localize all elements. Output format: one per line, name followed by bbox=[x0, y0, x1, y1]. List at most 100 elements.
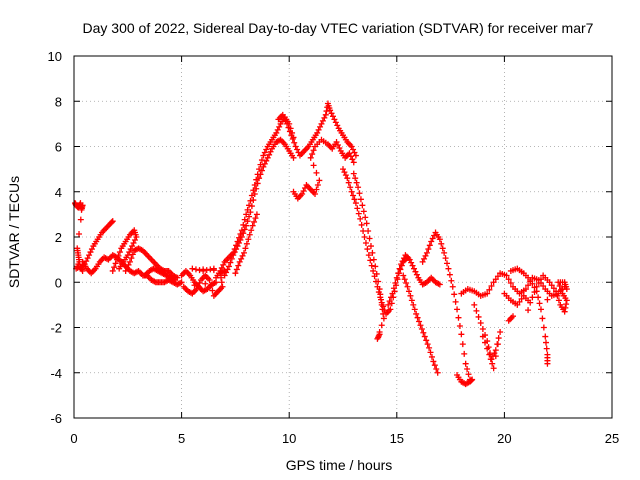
x-tick-label: 0 bbox=[70, 431, 77, 446]
data-point bbox=[207, 266, 214, 273]
data-point bbox=[373, 270, 380, 277]
data-point bbox=[365, 252, 372, 259]
data-point bbox=[217, 267, 224, 274]
data-point bbox=[230, 252, 237, 259]
data-point bbox=[441, 249, 448, 256]
data-point bbox=[469, 376, 476, 383]
data-point bbox=[309, 151, 316, 158]
data-point bbox=[116, 265, 123, 272]
data-point bbox=[465, 371, 472, 378]
grid bbox=[74, 56, 612, 418]
data-point bbox=[548, 282, 555, 289]
data-point bbox=[531, 289, 538, 296]
x-tick-label: 10 bbox=[282, 431, 296, 446]
data-point bbox=[237, 230, 244, 237]
data-point bbox=[246, 202, 253, 209]
data-point bbox=[323, 108, 330, 115]
data-point bbox=[253, 211, 260, 218]
data-point bbox=[206, 276, 213, 283]
data-point bbox=[484, 290, 491, 297]
series-rise-3 bbox=[232, 211, 260, 277]
data-point bbox=[559, 290, 566, 297]
data-point bbox=[130, 240, 137, 247]
data-point bbox=[471, 301, 478, 308]
data-point bbox=[208, 282, 215, 289]
data-point bbox=[238, 234, 245, 240]
data-point bbox=[484, 345, 491, 352]
y-axis: -6 -4 -2 0 2 4 6 8 10 bbox=[48, 49, 612, 426]
data-point bbox=[86, 252, 93, 259]
data-point bbox=[129, 251, 136, 258]
data-point bbox=[365, 227, 372, 234]
data-point bbox=[378, 301, 385, 308]
data-point bbox=[386, 298, 393, 305]
data-point bbox=[347, 153, 354, 160]
data-point bbox=[362, 214, 369, 221]
series-tail-18-23-b bbox=[471, 301, 504, 372]
data-point bbox=[452, 298, 459, 305]
data-point bbox=[428, 238, 435, 245]
y-tick-label: -6 bbox=[50, 411, 62, 426]
data-point bbox=[350, 192, 357, 199]
data-point bbox=[227, 259, 234, 266]
data-point bbox=[322, 111, 329, 118]
y-tick-label: 6 bbox=[55, 140, 62, 155]
data-point bbox=[425, 246, 432, 253]
data-point bbox=[355, 210, 362, 217]
data-point bbox=[442, 255, 449, 262]
data-point bbox=[492, 347, 499, 354]
x-tick-label: 20 bbox=[497, 431, 511, 446]
data-point bbox=[196, 267, 203, 274]
data-point bbox=[350, 146, 357, 153]
data-point bbox=[468, 377, 475, 384]
data-point bbox=[492, 353, 499, 360]
data-point bbox=[396, 265, 403, 272]
data-point bbox=[348, 143, 355, 150]
data-point bbox=[430, 358, 437, 365]
data-point bbox=[178, 279, 185, 286]
data-point bbox=[377, 291, 384, 298]
data-point bbox=[276, 123, 283, 130]
data-point bbox=[535, 294, 542, 301]
data-point bbox=[362, 240, 369, 247]
data-point bbox=[444, 260, 451, 267]
data-point bbox=[300, 187, 307, 194]
data-point bbox=[479, 326, 486, 333]
data-point bbox=[357, 196, 364, 203]
data-point bbox=[281, 114, 288, 121]
data-point bbox=[426, 344, 433, 351]
data-point bbox=[254, 180, 261, 187]
data-point bbox=[251, 218, 258, 225]
data-point bbox=[423, 337, 430, 344]
data-point bbox=[246, 231, 253, 238]
data-point bbox=[313, 169, 320, 176]
data-point bbox=[220, 261, 227, 268]
data-point bbox=[237, 237, 244, 244]
data-point bbox=[225, 263, 232, 270]
data-point bbox=[247, 209, 254, 216]
data-point bbox=[109, 218, 116, 225]
data-point bbox=[436, 236, 443, 243]
y-tick-label: -2 bbox=[50, 321, 62, 336]
series-rise-2 bbox=[221, 136, 297, 279]
data-point bbox=[380, 315, 387, 322]
data-point bbox=[317, 123, 324, 130]
data-point bbox=[492, 276, 499, 283]
data-point bbox=[399, 258, 406, 265]
data-point bbox=[400, 272, 407, 279]
data-point bbox=[378, 296, 385, 303]
data-point bbox=[420, 329, 427, 336]
data-point bbox=[542, 333, 549, 340]
data-point bbox=[273, 129, 280, 136]
data-point bbox=[247, 197, 254, 204]
series-flat-5-7 bbox=[178, 265, 228, 299]
data-point bbox=[290, 154, 297, 161]
data-point bbox=[129, 243, 136, 250]
data-point bbox=[109, 267, 116, 274]
data-point bbox=[356, 190, 363, 197]
data-point bbox=[375, 278, 382, 285]
data-point bbox=[518, 295, 525, 302]
data-point bbox=[422, 252, 429, 259]
data-point bbox=[488, 283, 495, 290]
data-point bbox=[397, 266, 404, 273]
